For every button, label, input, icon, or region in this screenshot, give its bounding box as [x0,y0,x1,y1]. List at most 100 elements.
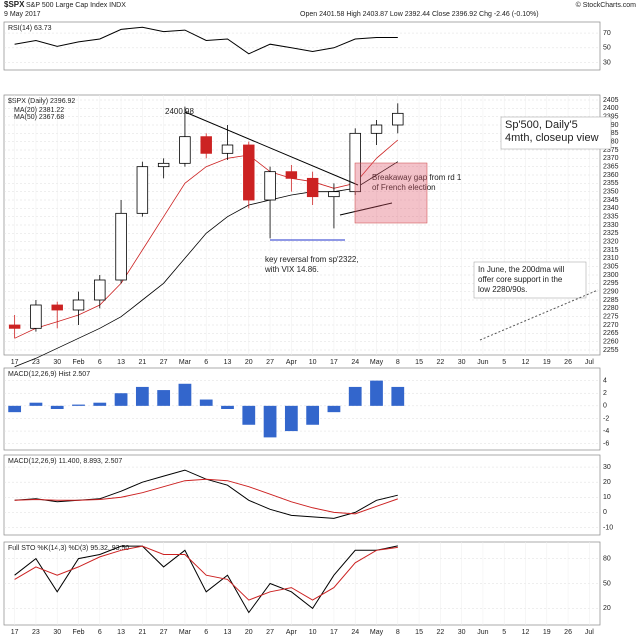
x-tick-label: 8 [396,629,400,636]
y-tick-label: 2305 [603,264,619,271]
x-tick-label: 21 [138,629,146,636]
annotation: Sp'500, Daily'5 [505,119,578,131]
annotation: Breakaway gap from rd 1 [372,173,462,182]
x-tick-label: 15 [415,359,423,366]
x-tick-label: 27 [160,629,168,636]
y-tick-label: 2325 [603,230,619,237]
y-tick-label: 2275 [603,314,619,321]
y-tick-label: 2365 [603,164,619,171]
x-tick-label: 17 [330,629,338,636]
x-tick-label: Jun [477,629,488,636]
x-tick-label: 30 [53,359,61,366]
annotation: low 2280/90s. [478,285,527,294]
histogram-bar [327,405,341,413]
candle-body [94,279,106,301]
x-tick-label: 12 [522,359,530,366]
candle-body [157,162,170,168]
histogram-bar [284,405,298,432]
x-tick-label: 22 [436,629,444,636]
series-line [14,545,398,601]
x-tick-label: 19 [543,629,551,636]
candle-body [392,112,404,126]
panel-title: MACD(12,26,9) Hist 2.507 [8,371,90,378]
x-tick-label: 5 [502,359,506,366]
x-tick-label: 27 [266,359,274,366]
y-tick-label: 2405 [603,97,619,104]
x-tick-label: 26 [564,629,572,636]
y-tick-label: 2320 [603,239,619,246]
x-tick-label: 13 [117,629,125,636]
x-tick-label: 19 [543,359,551,366]
series-line [14,26,398,55]
y-tick-label: 2340 [603,205,619,212]
y-tick-label: 2345 [603,197,619,204]
x-tick-label: 30 [53,629,61,636]
y-tick-label: 50 [603,580,611,587]
x-tick-label: 13 [224,629,232,636]
x-tick-label: 20 [245,629,253,636]
histogram-bar [391,386,405,406]
y-tick-label: -2 [603,415,609,422]
y-tick-label: 0 [603,403,607,410]
y-tick-label: 4 [603,377,607,384]
y-tick-label: 0 [603,509,607,516]
annotation: In June, the 200dma will [478,265,564,274]
y-tick-label: 30 [603,464,611,471]
histogram-bar [29,402,43,406]
histogram-bar [263,405,277,438]
histogram-bar [178,383,192,406]
annotation: offer core support in the [478,275,563,284]
panel-title: $SPX (Daily) 2396.92 [8,98,75,105]
y-tick-label: 2310 [603,255,619,262]
x-tick-label: 10 [309,359,317,366]
annotation: 4mth, closeup view [505,132,599,144]
x-tick-label: 12 [522,629,530,636]
x-tick-label: 23 [32,629,40,636]
y-tick-label: 2280 [603,305,619,312]
x-tick-label: 6 [98,359,102,366]
candle-body [179,136,191,164]
y-tick-label: 2315 [603,247,619,254]
x-tick-label: 10 [309,629,317,636]
candle-body [243,144,255,201]
candle-body [221,144,234,154]
y-tick-label: 80 [603,555,611,562]
y-tick-label: 2285 [603,297,619,304]
histogram-bar [199,399,213,406]
y-tick-label: 2370 [603,155,619,162]
x-tick-label: Feb [72,359,84,366]
candle-body [328,191,340,198]
x-tick-label: Apr [286,359,298,366]
panel-frame [3,367,601,451]
candle-body [200,136,212,154]
symbol: $SPX [4,0,25,9]
y-tick-label: 30 [603,59,611,66]
histogram-bar [348,386,362,406]
x-tick-label: 13 [224,359,232,366]
candle-body [306,177,319,198]
x-tick-label: 20 [245,359,253,366]
trendline [339,202,393,216]
histogram-bar [370,380,383,406]
x-tick-label: May [370,359,384,366]
x-tick-label: 26 [564,359,572,366]
histogram-bar [242,405,256,425]
y-tick-label: -10 [603,524,613,531]
y-tick-label: 20 [603,479,611,486]
y-tick-label: 2290 [603,289,619,296]
y-tick-label: 2295 [603,280,619,287]
x-tick-label: 30 [458,629,466,636]
y-tick-label: 2270 [603,322,619,329]
x-tick-label: 27 [266,629,274,636]
candle-body [264,171,276,201]
x-tick-label: 6 [204,359,208,366]
x-tick-label: Mar [179,629,192,636]
annotation-box [473,261,587,299]
y-tick-label: 70 [603,30,611,37]
x-tick-label: May [370,629,384,636]
panel-title: MACD(12,26,9) 11.400, 8.893, 2.507 [8,458,122,465]
y-tick-label: 2 [603,390,607,397]
gap-zone [354,162,428,224]
histogram-bar [306,405,320,425]
